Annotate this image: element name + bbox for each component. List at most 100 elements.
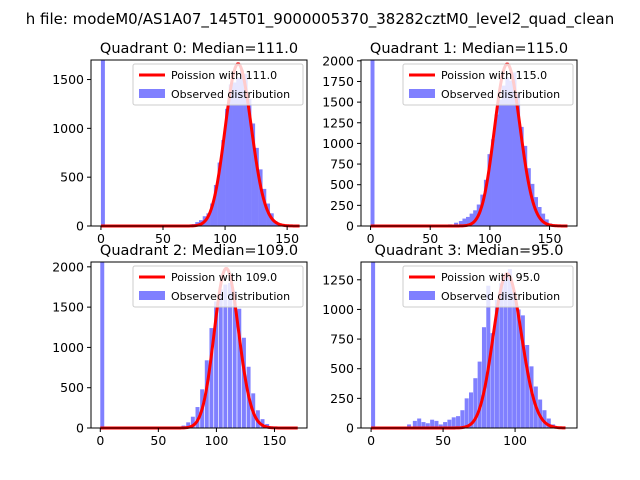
y-tick-label: 1000 <box>322 136 354 151</box>
histogram-bar <box>491 139 496 226</box>
y-tick-label: 1500 <box>322 95 354 110</box>
histogram-bar <box>466 216 470 226</box>
x-tick-label: 50 <box>422 231 438 246</box>
histogram-bar <box>462 218 467 226</box>
histogram-bar <box>425 423 430 428</box>
histogram-bar <box>512 291 517 428</box>
histogram-bar <box>458 221 463 226</box>
histogram-bar <box>100 60 105 226</box>
x-tick-label: 100 <box>503 433 527 448</box>
histogram-bar <box>214 301 219 428</box>
histogram-bar <box>239 69 244 226</box>
histogram-bar <box>525 345 530 428</box>
quadrant-title: Quadrant 0: Median=111.0 <box>100 41 298 57</box>
histogram-bar <box>494 299 499 428</box>
histogram-bar <box>100 262 105 428</box>
histogram-bar <box>473 378 478 428</box>
histogram-bar <box>480 194 485 226</box>
histogram-bar <box>487 154 492 226</box>
x-tick-label: 100 <box>478 231 502 246</box>
histogram-bar <box>443 422 448 428</box>
histogram-bar <box>508 80 513 227</box>
histogram-bar <box>456 416 461 428</box>
histogram-bar <box>501 85 506 226</box>
histogram-bar <box>483 179 488 226</box>
histogram-bar <box>232 291 237 428</box>
legend-poisson-label: Poission with 109.0 <box>171 271 277 284</box>
histogram-bar <box>236 77 241 226</box>
x-tick-label: 0 <box>97 231 105 246</box>
x-tick-label: 100 <box>213 231 237 246</box>
histogram-bar <box>213 184 218 226</box>
histogram-bar <box>523 145 528 226</box>
x-tick-label: 0 <box>367 433 375 448</box>
histogram-bar <box>516 309 521 428</box>
histogram-bar <box>190 416 195 428</box>
histogram-bar <box>221 140 226 226</box>
quadrant-title: Quadrant 3: Median=95.0 <box>375 243 564 259</box>
histogram-bar <box>228 84 233 226</box>
quadrant-title: Quadrant 2: Median=109.0 <box>100 243 298 259</box>
histogram-bar <box>241 337 246 428</box>
histogram-bar <box>529 366 534 428</box>
y-tick-label: 500 <box>330 177 354 192</box>
histogram-bar <box>469 392 474 428</box>
histogram-bar <box>546 418 551 428</box>
x-tick-label: 100 <box>204 433 228 448</box>
y-tick-label: 1000 <box>322 302 354 317</box>
y-tick-label: 1750 <box>322 74 354 89</box>
y-tick-label: 1250 <box>322 272 354 287</box>
legend-poisson-label: Poission with 95.0 <box>441 271 540 284</box>
histogram-bar <box>451 417 456 428</box>
legend-box <box>402 265 574 308</box>
legend-poisson-label: Poission with 115.0 <box>441 69 547 82</box>
histogram-bar <box>469 213 474 226</box>
legend-bar-swatch <box>409 291 435 300</box>
histogram-bar <box>223 284 228 428</box>
histogram-bar <box>454 222 459 226</box>
legend-bar-swatch <box>139 89 165 98</box>
legend-bar-swatch <box>139 291 165 300</box>
histogram-bar <box>371 262 376 428</box>
y-tick-label: 0 <box>346 421 354 436</box>
y-tick-label: 0 <box>346 219 354 234</box>
legend-box <box>132 265 304 308</box>
y-tick-label: 0 <box>76 219 84 234</box>
legend-box <box>402 63 574 106</box>
histogram-bar <box>512 72 517 226</box>
histogram-bar <box>464 398 469 428</box>
axes-frame <box>90 261 308 429</box>
histogram-bar <box>237 308 242 428</box>
y-tick-label: 500 <box>60 380 84 395</box>
x-tick-label: 150 <box>275 231 299 246</box>
histogram-bar <box>421 422 426 428</box>
histogram-bar <box>217 162 222 226</box>
histogram-bar <box>494 114 499 226</box>
x-tick-label: 0 <box>367 231 375 246</box>
histogram-bar <box>477 361 482 428</box>
histogram-bar <box>481 327 486 428</box>
histogram-bar <box>225 108 230 226</box>
x-tick-label: 50 <box>150 433 166 448</box>
histogram-bar <box>516 93 521 227</box>
histogram-bar <box>247 99 252 226</box>
legend-observed-label: Observed distribution <box>171 88 290 101</box>
histogram-bar <box>186 422 191 428</box>
legend: Poission with 111.0 Observed distribution <box>132 63 304 106</box>
legend-bar-swatch <box>409 89 435 98</box>
histogram-bar <box>254 147 259 226</box>
y-tick-label: 500 <box>60 170 84 185</box>
histogram-bar <box>520 315 525 428</box>
histogram-bar <box>498 99 503 226</box>
x-tick-label: 150 <box>538 231 562 246</box>
histogram-bar <box>519 126 524 226</box>
histogram-bar <box>209 328 214 428</box>
legend: Poission with 109.0 Observed distribution <box>132 265 304 308</box>
figure-title: h file: modeM0/AS1A07_145T01_9000005370_… <box>26 10 615 29</box>
y-tick-label: 1500 <box>52 72 84 87</box>
histogram-bar <box>258 169 263 226</box>
